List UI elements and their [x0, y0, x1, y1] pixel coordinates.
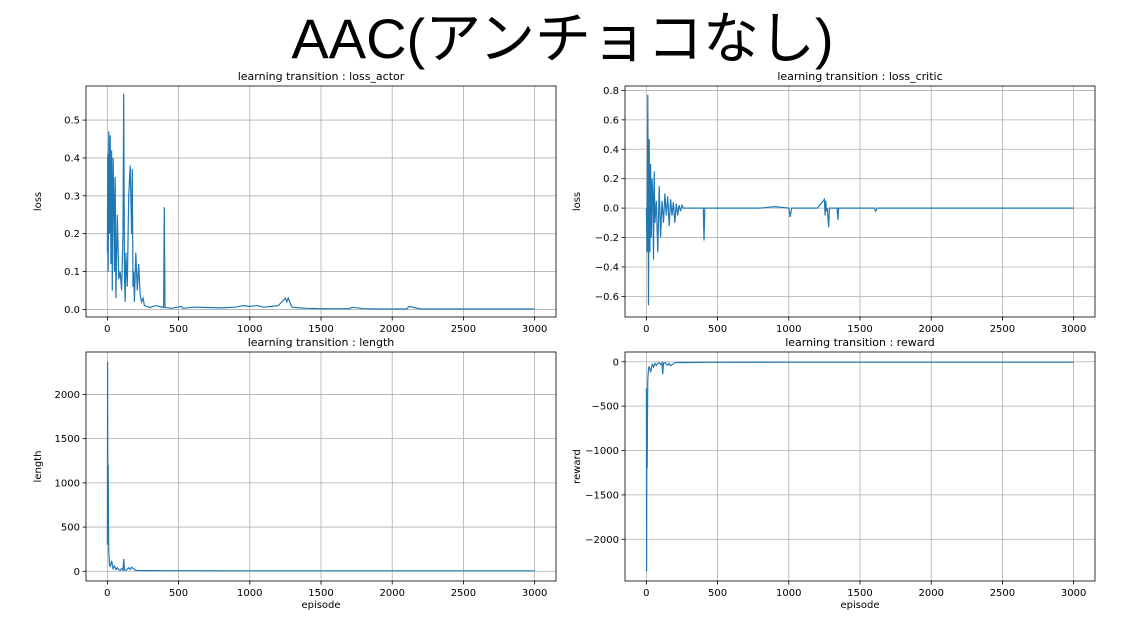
y-tick-label: 500: [61, 523, 80, 534]
y-axis-label: loss: [33, 192, 44, 211]
x-tick-label: 1500: [847, 588, 872, 599]
x-tick-label: 1000: [237, 324, 262, 335]
x-tick-label: 1000: [237, 588, 262, 599]
x-tick-label: 0: [104, 588, 110, 599]
y-tick-label: −2000: [585, 535, 619, 546]
series-line: [645, 94, 1074, 306]
y-axis-label: loss: [572, 192, 583, 211]
x-tick-label: 1000: [776, 324, 801, 335]
y-tick-label: 0.2: [64, 229, 80, 240]
y-axis-label: length: [33, 451, 44, 483]
y-tick-label: 0.0: [603, 204, 619, 215]
x-tick-label: 2000: [379, 324, 404, 335]
x-tick-label: 0: [104, 324, 110, 335]
x-tick-label: 500: [708, 588, 727, 599]
y-tick-label: −1500: [585, 490, 619, 501]
y-tick-label: 1000: [55, 478, 80, 489]
x-tick-label: 2500: [451, 324, 476, 335]
x-tick-label: 2500: [451, 588, 476, 599]
y-tick-label: 0.1: [64, 267, 80, 278]
y-tick-label: −1000: [585, 446, 619, 457]
chart-title: learning transition : length: [248, 336, 395, 349]
y-tick-label: 0.3: [64, 191, 80, 202]
page-title: AAC(アンチョコなし): [291, 7, 834, 70]
x-tick-label: 3000: [1061, 324, 1086, 335]
chart-length: 0 500 1000 1500 2000 2500 3000 0 500 1000 1500 2000…: [33, 336, 557, 611]
x-tick-label: 500: [708, 324, 727, 335]
x-tick-label: 3000: [522, 588, 547, 599]
y-tick-label: 0.5: [64, 116, 80, 127]
x-tick-label: 0: [643, 588, 649, 599]
x-tick-label: 2000: [379, 588, 404, 599]
x-tick-label: 3000: [522, 324, 547, 335]
x-tick-label: 3000: [1061, 588, 1086, 599]
x-axis-label: episode: [840, 600, 879, 611]
x-axis-label: episode: [301, 600, 340, 611]
x-tick-label: 2500: [990, 588, 1015, 599]
series-line: [106, 361, 535, 572]
chart-title: learning transition : reward: [785, 336, 935, 349]
y-axis-label: reward: [572, 449, 583, 484]
x-tick-label: 2500: [990, 324, 1015, 335]
x-tick-label: 500: [169, 324, 188, 335]
x-tick-label: 2000: [918, 324, 943, 335]
y-tick-label: 1500: [55, 434, 80, 445]
chart-title: learning transition : loss_actor: [238, 70, 405, 83]
x-tick-label: 500: [169, 588, 188, 599]
y-tick-label: 0.2: [603, 174, 619, 185]
y-tick-label: −0.2: [595, 233, 619, 244]
series-line: [106, 93, 535, 310]
chart-title: learning transition : loss_critic: [777, 70, 942, 83]
chart-loss-actor: 0 500 1000 1500 2000 2500 3000 0.0 0.1 0.2 0.3 0.4 0…: [33, 70, 557, 335]
x-tick-label: 1500: [308, 588, 333, 599]
x-tick-label: 2000: [918, 588, 943, 599]
y-tick-label: 0.4: [64, 153, 80, 164]
y-tick-label: 0.4: [603, 145, 619, 156]
y-tick-label: 0.0: [64, 305, 80, 316]
x-tick-label: 1500: [847, 324, 872, 335]
chart-loss-critic: 0 500 1000 1500 2000 2500 3000 −0.6 −0.4 −0.2 0.0 0…: [572, 70, 1096, 335]
y-tick-label: 0.8: [603, 86, 619, 97]
y-tick-label: −500: [592, 402, 619, 413]
x-tick-label: 0: [643, 324, 649, 335]
y-tick-label: 0.6: [603, 115, 619, 126]
y-tick-label: −0.6: [595, 292, 619, 303]
y-tick-label: 0: [613, 357, 619, 368]
x-tick-label: 1500: [308, 324, 333, 335]
y-tick-label: −0.4: [595, 262, 619, 273]
chart-reward: 0 500 1000 1500 2000 2500 3000 0 −500 −1000 −1500 −…: [572, 336, 1096, 611]
y-tick-label: 2000: [55, 390, 80, 401]
x-tick-label: 1000: [776, 588, 801, 599]
y-tick-label: 0: [74, 567, 80, 578]
series-line: [645, 361, 1074, 572]
